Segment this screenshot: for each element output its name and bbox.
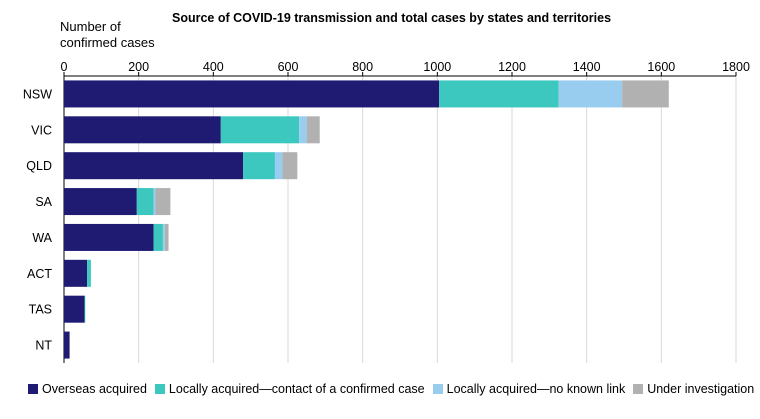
legend-item: Under investigation <box>633 382 754 396</box>
category-label: TAS <box>29 303 52 317</box>
category-label: WA <box>32 231 52 245</box>
x-axis-ticks: 0 200 400 600 800 1000 1200 1400 1600 1800 <box>61 60 750 363</box>
bar-segment <box>64 188 137 216</box>
bar-segment <box>64 223 154 251</box>
legend-label: Locally acquired—contact of a confirmed … <box>168 382 425 396</box>
legend-item: Locally acquired—contact of a confirmed … <box>154 382 425 396</box>
bar-segment <box>164 223 169 251</box>
x-tick-label: 200 <box>128 60 149 74</box>
axis-title-line-1: Number of <box>60 19 121 34</box>
bar-segment <box>220 116 300 144</box>
x-tick-label: 1000 <box>423 60 451 74</box>
legend-swatch <box>154 384 165 394</box>
x-tick-label: 400 <box>203 60 224 74</box>
bars <box>64 80 669 359</box>
category-label: NT <box>35 339 52 353</box>
axis-title-line-2: confirmed cases <box>60 35 155 50</box>
category-label: SA <box>35 195 52 209</box>
x-tick-label: 1800 <box>722 60 750 74</box>
bar-segment <box>155 188 171 216</box>
bar-segment <box>274 152 283 180</box>
bar-segment <box>306 116 320 144</box>
bar-segment <box>622 80 669 108</box>
x-tick-label: 1400 <box>573 60 601 74</box>
legend-label: Overseas acquired <box>42 382 147 396</box>
bar-segment <box>136 188 154 216</box>
x-tick-label: 600 <box>278 60 299 74</box>
bar-segment <box>64 80 440 108</box>
bar-segment <box>153 223 163 251</box>
category-label: VIC <box>31 123 52 137</box>
bar-segment <box>64 295 85 323</box>
legend-swatch <box>432 384 443 394</box>
bar-segment <box>282 152 298 180</box>
chart-title: Source of COVID-19 transmission and tota… <box>172 11 612 25</box>
bar-segment <box>558 80 623 108</box>
x-tick-label: 0 <box>61 60 68 74</box>
legend-label: Locally acquired—no known link <box>446 382 626 396</box>
x-tick-label: 800 <box>352 60 373 74</box>
category-labels: NSW VIC QLD SA WA ACT TAS NT <box>23 87 53 352</box>
x-tick-label: 1200 <box>498 60 526 74</box>
legend: Overseas acquired Locally acquired—contac… <box>28 382 760 396</box>
legend-label: Under investigation <box>647 382 755 396</box>
legend-swatch <box>28 384 38 394</box>
bar-segment <box>64 152 244 180</box>
category-label: NSW <box>23 87 52 101</box>
legend-item: Overseas acquired <box>28 382 147 396</box>
x-tick-label: 1600 <box>647 60 675 74</box>
bar-segment <box>64 116 221 144</box>
bar-segment <box>243 152 275 180</box>
bar-segment <box>162 223 165 251</box>
bar-segment <box>64 259 88 287</box>
bar-segment <box>439 80 559 108</box>
bar-segment <box>64 331 70 359</box>
bar-segment <box>87 259 91 287</box>
bar-segment <box>84 295 86 323</box>
category-label: QLD <box>26 159 52 173</box>
axis-title: Number of confirmed cases <box>60 19 155 51</box>
bar-segment <box>299 116 307 144</box>
bar-segment <box>153 188 156 216</box>
legend-item: Locally acquired—no known link <box>432 382 626 396</box>
category-label: ACT <box>27 267 52 281</box>
legend-swatch <box>633 384 644 394</box>
